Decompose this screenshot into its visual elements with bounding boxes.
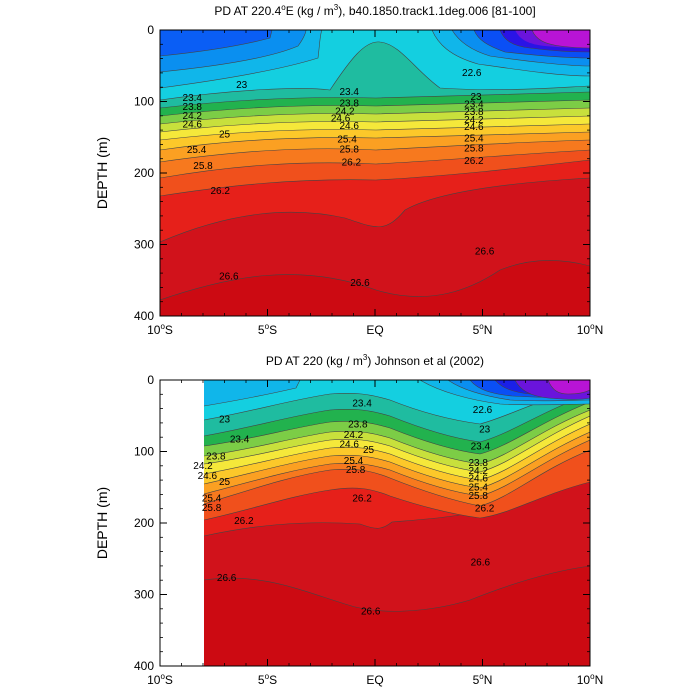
observed-x-tick-label: 5oN bbox=[473, 672, 493, 687]
model-contour-label: 25.8 bbox=[339, 144, 359, 155]
observed-contour-label: 23.4 bbox=[471, 441, 491, 452]
observed-contour-label: 23 bbox=[479, 424, 491, 435]
model-y-tick-label: 300 bbox=[134, 238, 154, 252]
observed-contour-label: 25.4 bbox=[468, 482, 488, 493]
observed-y-tick-label: 0 bbox=[147, 373, 154, 387]
model-contour-label: 26.2 bbox=[464, 156, 484, 167]
model-contour-label: 26.2 bbox=[210, 186, 230, 197]
observed-y-tick-label: 100 bbox=[134, 445, 154, 459]
observed-title: PD AT 220 (kg / m3) Johnson et al (2002) bbox=[266, 353, 484, 368]
model-contour-label: 25.8 bbox=[193, 161, 213, 172]
observed-contour-label: 24.6 bbox=[468, 474, 488, 485]
observed-contour-label: 23 bbox=[219, 414, 231, 425]
observed-contour-label: 25.4 bbox=[344, 456, 364, 467]
model-contour-label: 23.4 bbox=[183, 93, 203, 104]
observed-contour-label: 23.8 bbox=[468, 458, 488, 469]
model-filled-contours bbox=[160, 30, 590, 316]
model-contour-label: 25 bbox=[219, 129, 231, 140]
observed-contour-label: 24.2 bbox=[193, 461, 213, 472]
model-contour-label: 23.8 bbox=[464, 107, 484, 118]
observed-contour-label: 26.2 bbox=[234, 516, 254, 527]
model-y-tick-label: 0 bbox=[147, 23, 154, 37]
observed-contour-label: 26.2 bbox=[352, 494, 372, 505]
model-y-tick-label: 100 bbox=[134, 95, 154, 109]
observed-contour-label: 25.4 bbox=[202, 494, 222, 505]
model-contour-label: 26.2 bbox=[342, 157, 362, 168]
model-ticks: 10oS 5oS EQ 5oN 10oN 0 100 200 300 400 bbox=[134, 23, 603, 337]
observed-contour-label: 25 bbox=[363, 445, 375, 456]
model-y-tick-label: 400 bbox=[134, 309, 154, 323]
model-contour-label: 23 bbox=[470, 92, 482, 103]
observed-contour-label: 24.2 bbox=[468, 466, 488, 477]
model-contour-label: 23.8 bbox=[339, 99, 359, 110]
observed-contour-label: 26.6 bbox=[217, 573, 237, 584]
model-contour-label: 22.6 bbox=[462, 68, 482, 79]
model-contour-label: 23 bbox=[236, 80, 248, 91]
observed-contour-labels: 2323.423.824.224.62525.425.826.226.623.4… bbox=[193, 399, 495, 618]
panel-observed: 10oS 5oS EQ 5oN 10oN 0 100 200 300 400 23 23.4 23.8… bbox=[94, 353, 603, 687]
model-contour-label: 24.2 bbox=[183, 111, 203, 122]
model-contour-label: 23.8 bbox=[183, 102, 203, 113]
model-contour-labels: 2323.423.824.224.62525.425.826.226.623.4… bbox=[183, 68, 495, 289]
model-contour-label: 25.4 bbox=[337, 134, 357, 145]
observed-x-tick-label: 5oS bbox=[258, 672, 277, 687]
model-contour-label: 24.6 bbox=[339, 121, 359, 132]
model-x-tick-label: 5oN bbox=[473, 322, 493, 337]
model-contour-label: 25.4 bbox=[464, 134, 484, 145]
observed-contour-label: 23.8 bbox=[206, 452, 226, 463]
observed-contour-label: 25.8 bbox=[346, 465, 366, 476]
model-contour-label: 26.6 bbox=[350, 278, 370, 289]
observed-y-tick-label: 300 bbox=[134, 588, 154, 602]
observed-contour-label: 24.2 bbox=[344, 430, 364, 441]
observed-contour-label: 25.8 bbox=[202, 503, 222, 514]
model-y-tick-label: 200 bbox=[134, 166, 154, 180]
model-contour-label: 23.4 bbox=[339, 87, 359, 98]
observed-contour-label: 23.8 bbox=[348, 419, 368, 430]
model-contour-label: 26.6 bbox=[475, 247, 495, 258]
model-contour-label: 23.4 bbox=[464, 99, 484, 110]
model-contour-label: 24.2 bbox=[464, 115, 484, 126]
model-contour-label: 24.6 bbox=[183, 119, 203, 130]
model-x-tick-label: 10oN bbox=[577, 322, 603, 337]
observed-x-tick-label: 10oN bbox=[577, 672, 603, 687]
observed-contour-label: 24.6 bbox=[339, 439, 359, 450]
model-title: PD AT 220.4oE (kg / m3), b40.1850.track1… bbox=[214, 3, 535, 18]
model-contour-label: 25.4 bbox=[187, 145, 207, 156]
observed-contour-label: 26.2 bbox=[475, 504, 495, 515]
observed-contour-label: 26.6 bbox=[361, 607, 381, 618]
observed-y-tick-label: 200 bbox=[134, 516, 154, 530]
observed-ticks: 10oS 5oS EQ 5oN 10oN 0 100 200 300 400 bbox=[134, 373, 603, 687]
observed-y-axis-label: DEPTH (m) bbox=[94, 487, 110, 559]
observed-y-tick-label: 400 bbox=[134, 659, 154, 673]
observed-filled-contours bbox=[203, 380, 590, 666]
model-contour-label: 24.2 bbox=[335, 107, 355, 118]
observed-x-tick-label: EQ bbox=[366, 673, 383, 687]
model-contour-label: 25.8 bbox=[464, 144, 484, 155]
model-x-tick-label: EQ bbox=[366, 323, 383, 337]
observed-contour-label: 26.6 bbox=[471, 557, 491, 568]
model-contour-label: 24.6 bbox=[464, 122, 484, 133]
observed-x-tick-label: 10oS bbox=[147, 672, 173, 687]
model-contour-label: 24.6 bbox=[331, 114, 351, 125]
model-y-axis-label: DEPTH (m) bbox=[94, 137, 110, 209]
observed-contour-label: 23.4 bbox=[230, 434, 250, 445]
model-contour-label: 26.6 bbox=[219, 272, 239, 283]
observed-contour-label: 25 bbox=[219, 477, 231, 488]
model-x-tick-label: 5oS bbox=[258, 322, 277, 337]
observed-contour-label: 22.6 bbox=[473, 405, 493, 416]
observed-contour-label: 25.8 bbox=[468, 491, 488, 502]
observed-contour-label: 24.6 bbox=[198, 471, 218, 482]
observed-contour-label: 23.4 bbox=[352, 399, 372, 410]
model-x-tick-label: 10oS bbox=[147, 322, 173, 337]
